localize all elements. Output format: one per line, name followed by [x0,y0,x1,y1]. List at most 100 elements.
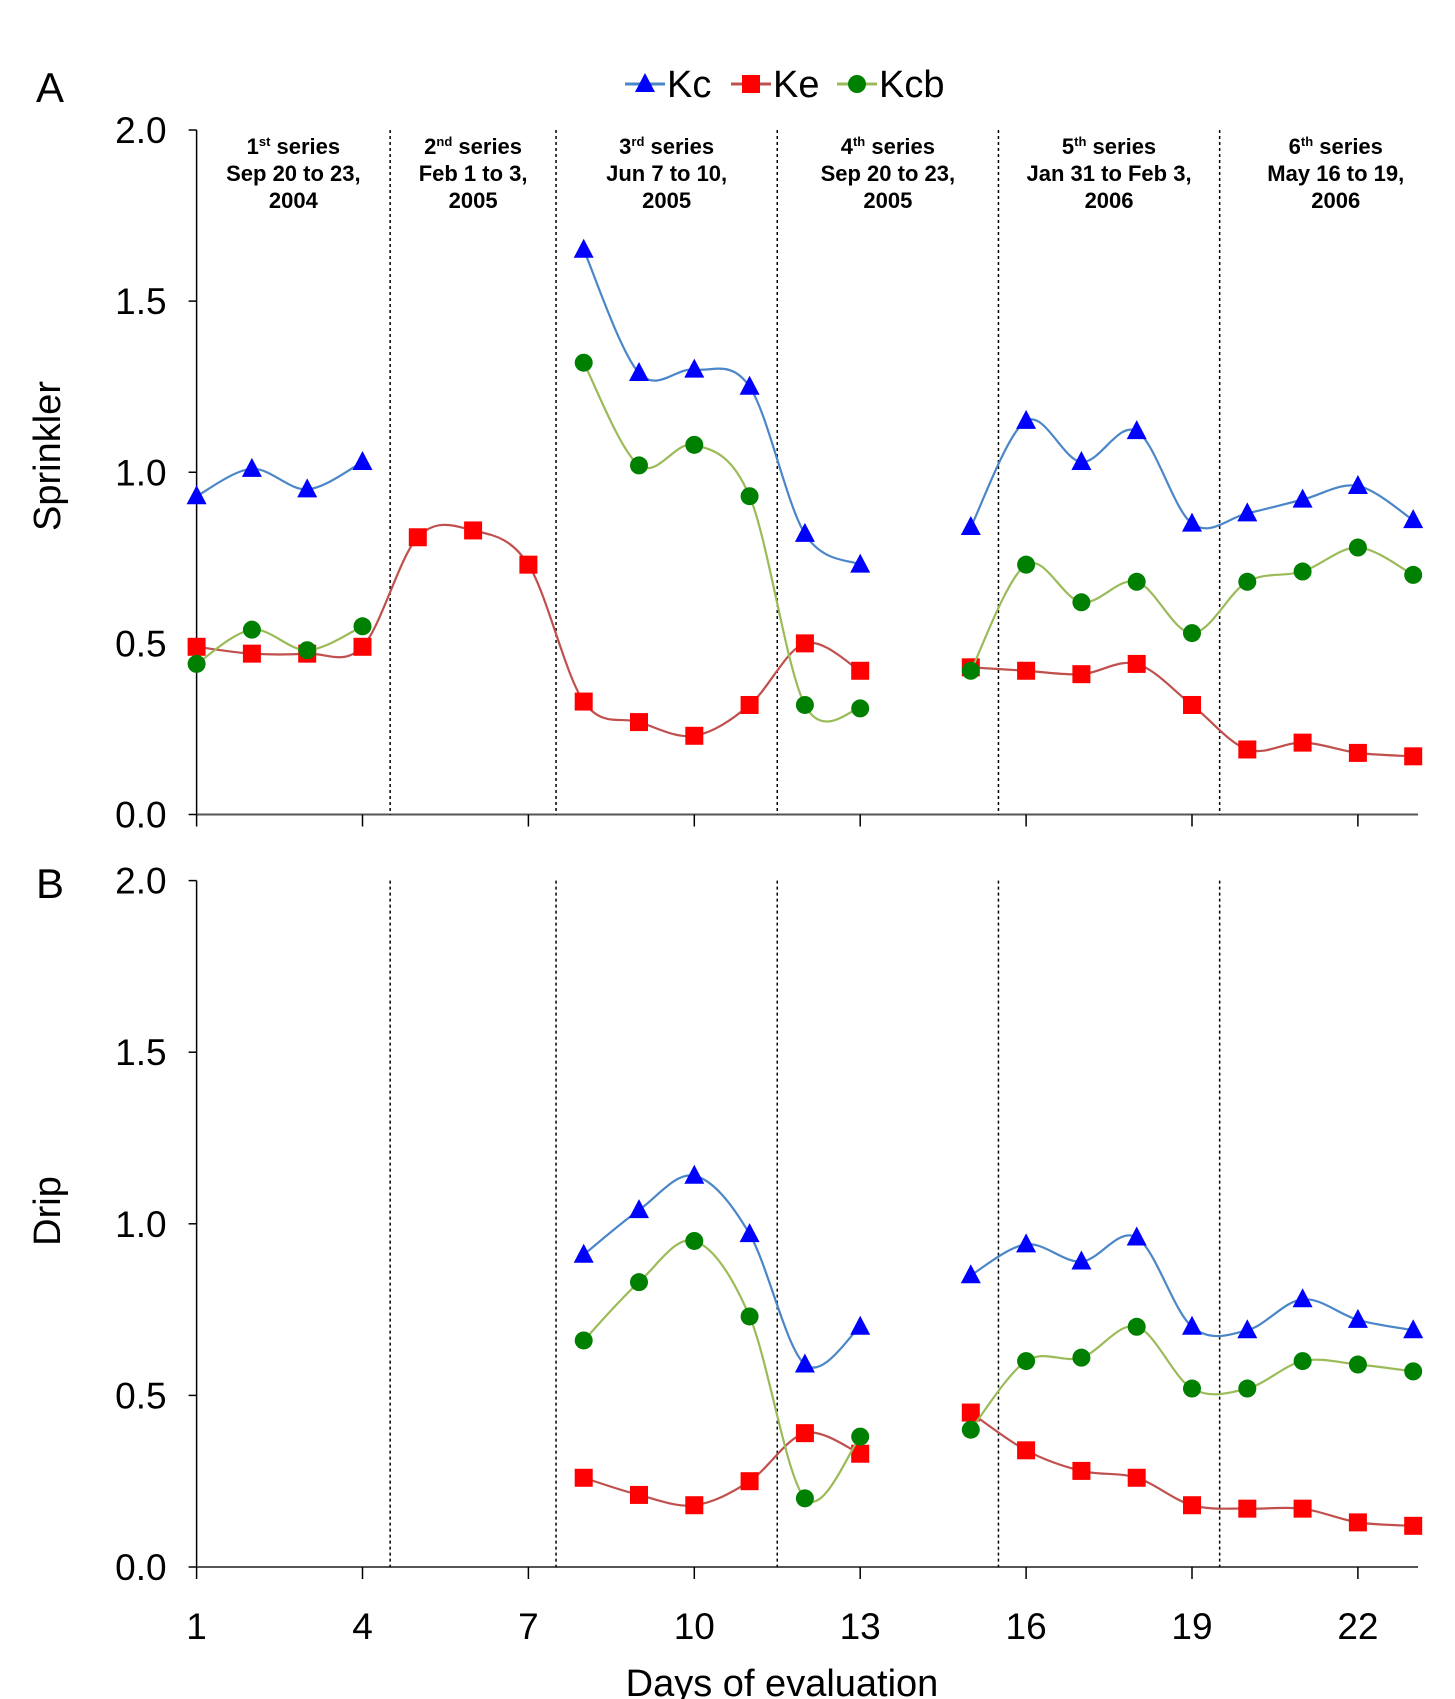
series-line-kc [969,418,1414,530]
data-point-kcb [961,661,980,680]
data-point-ke [795,634,814,653]
x-tick-label: 7 [518,1606,539,1647]
data-point-kcb [1183,1379,1201,1398]
data-point-kcb [187,654,206,673]
series-line-kc [583,1174,861,1369]
data-point-kc [1292,1288,1313,1308]
data-point-kcb [851,699,870,718]
data-point-ke [1404,1516,1423,1535]
data-point-ke [187,637,206,656]
x-tick-label: 4 [352,1606,373,1647]
series-header-dates: Sep 20 to 23, [821,161,956,186]
series-header-dates: Sep 20 to 23, [226,161,361,186]
data-point-kc [1237,1319,1258,1339]
data-point-ke [574,1468,593,1487]
series-line-kcb [195,625,363,665]
series-line-kc [582,249,861,566]
data-point-ke [1017,661,1036,680]
data-point-kcb [298,641,317,660]
data-point-kc [960,516,981,536]
panel-b: 0.0 0.5 1.0 1.5 2.0 1 4 7 10 13 16 19 22 [115,861,1424,1647]
data-point-kc [241,457,262,477]
series-header-year: 2005 [863,188,912,213]
data-point-kcb [795,1489,814,1508]
y-tick-label: 0.0 [115,1547,166,1588]
data-point-kc [1071,450,1092,470]
data-point-kcb [1404,1362,1423,1381]
data-point-kc [1182,512,1202,532]
y-tick-label: 0.5 [115,623,166,664]
data-point-ke [795,1424,814,1443]
data-point-ke [851,1444,870,1463]
x-tick-label: 19 [1171,1606,1212,1647]
data-point-kcb [795,695,814,714]
series-ke [187,521,1423,766]
data-point-kcb [1348,538,1367,557]
data-point-kcb [1183,624,1201,643]
data-point-kcb [1072,1348,1091,1367]
data-point-kc [186,485,207,505]
data-point-kc [1403,1319,1424,1339]
series-header-dates: Jun 7 to 10, [606,161,727,186]
data-point-ke [1293,733,1312,752]
data-point-ke [1238,1499,1257,1518]
data-point-kcb [1127,572,1146,591]
data-point-kc [1347,474,1368,494]
data-point-kc [352,450,373,470]
x-tick-label: 10 [674,1606,715,1647]
series-kc [186,238,1424,573]
data-point-ke [1348,743,1367,762]
data-point-kc [960,1264,981,1284]
data-point-kcb [1293,562,1312,581]
data-point-ke [1293,1499,1312,1518]
data-point-kc [850,553,871,573]
data-point-kcb [1017,1352,1036,1371]
data-point-kcb [1348,1355,1367,1374]
data-point-ke [1072,1461,1091,1480]
series-header-year: 2004 [269,188,319,213]
data-point-kcb [740,487,759,506]
y-tick-label: 1.5 [115,1032,166,1073]
panel-label-a: A [36,64,64,111]
series-header-year: 2005 [642,188,691,213]
legend-label: Kcb [879,64,944,106]
y-tick-label: 2.0 [115,110,166,151]
data-point-kc [297,478,318,498]
y-tick-label: 0.5 [115,1375,166,1416]
series-line-kc [196,460,364,498]
legend-marker-kc [635,73,655,92]
data-point-kc [629,1199,649,1219]
y-tick-label: 1.0 [115,452,166,493]
data-point-ke [353,637,372,656]
data-point-kcb [740,1307,759,1326]
data-point-ke [1072,665,1091,684]
series-header-title: 6th series [1289,134,1383,159]
data-point-kc [794,522,815,542]
data-point-kcb [685,1231,704,1250]
legend-label: Ke [773,64,819,106]
data-point-ke [1348,1513,1367,1532]
data-point-kc [1237,502,1258,522]
data-point-kc [1182,1315,1202,1335]
data-point-kc [573,238,594,258]
data-point-kcb [1238,1379,1257,1398]
y-tick-label: 0.0 [115,795,166,836]
data-point-kcb [685,435,704,454]
data-point-kcb [1072,593,1091,612]
data-point-kcb [1238,572,1257,591]
data-point-ke [961,1403,980,1422]
data-point-kcb [1293,1352,1312,1371]
data-point-kcb [1404,565,1423,584]
data-point-kcb [574,1331,593,1350]
legend-marker-kcb [848,75,866,93]
legend-item-kcb: Kcb [837,64,944,106]
data-point-ke [408,528,427,547]
data-point-kc [573,1243,594,1263]
series-kcb [574,1231,1423,1508]
y-axis-label-a: Sprinkler [27,381,69,531]
series-line-kcb [969,1325,1414,1431]
series-header-dates: Feb 1 to 3, [419,161,528,186]
